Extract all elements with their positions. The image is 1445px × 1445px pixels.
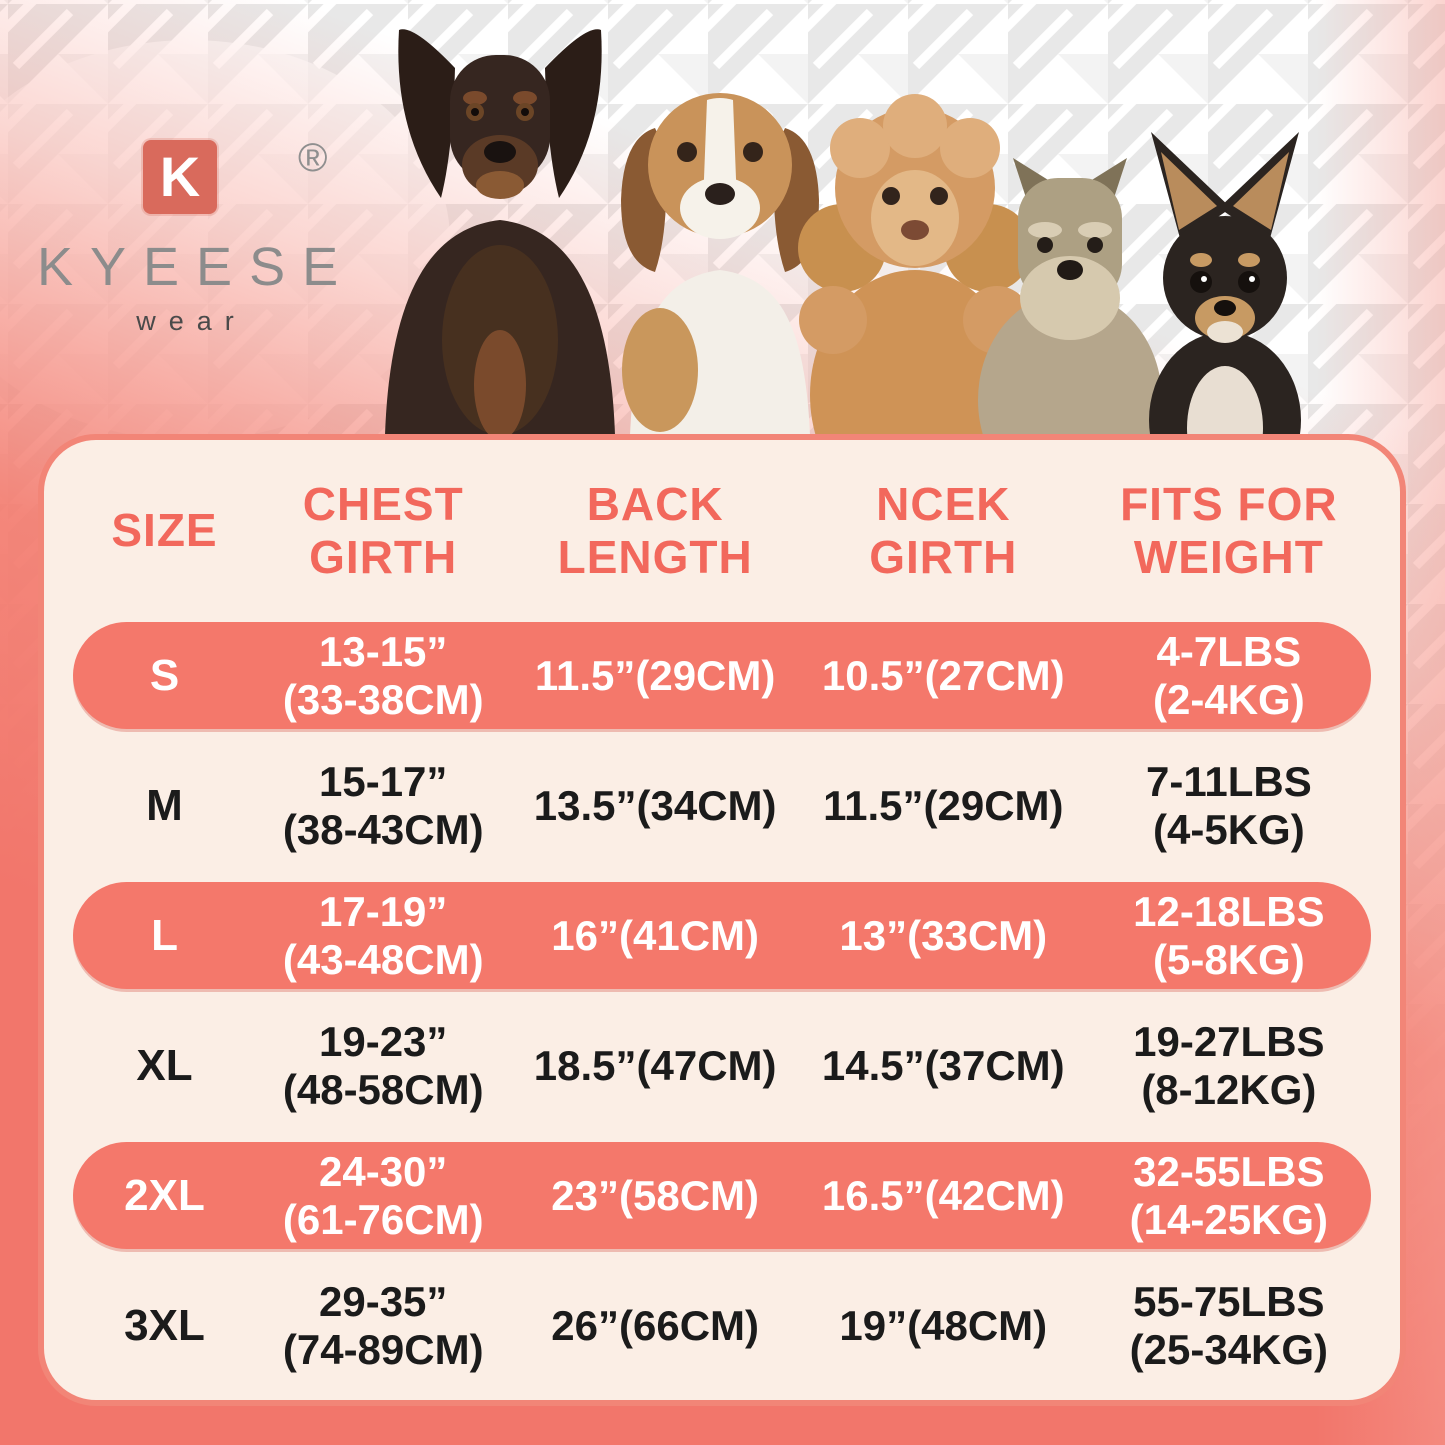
beagle-dog-icon bbox=[621, 93, 819, 435]
column-header-neck-girth: NCEK GIRTH bbox=[869, 477, 1018, 583]
column-header-chest-girth: CHEST GIRTH bbox=[302, 477, 464, 583]
column-header-size: SIZE bbox=[111, 504, 218, 557]
chest-girth-cell: 13-15” (33-38CM) bbox=[282, 628, 484, 723]
back-length-cell: 16”(41CM) bbox=[551, 911, 760, 959]
chest-girth-cell: 15-17” (38-43CM) bbox=[282, 758, 484, 853]
neck-girth-cell: 19”(48CM) bbox=[839, 1301, 1048, 1349]
chest-girth-cell: 17-19” (43-48CM) bbox=[282, 888, 484, 983]
weight-cell: 55-75LBS (25-34KG) bbox=[1129, 1278, 1329, 1373]
logo-k-mark-icon: K bbox=[143, 140, 217, 214]
weight-cell: 19-27LBS (8-12KG) bbox=[1133, 1018, 1325, 1113]
chest-girth-cell: 19-23” (48-58CM) bbox=[282, 1018, 484, 1113]
column-header-fits-for-weight: FITS FOR WEIGHT bbox=[1120, 477, 1338, 583]
size-cell: XL bbox=[136, 1040, 193, 1090]
size-cell: M bbox=[146, 780, 183, 830]
weight-cell: 32-55LBS (14-25KG) bbox=[1129, 1148, 1329, 1243]
column-header-back-length: BACK LENGTH bbox=[557, 477, 753, 583]
size-chart-table: SIZE CHEST GIRTH BACK LENGTH NCEK GIRTH … bbox=[73, 440, 1371, 1400]
size-cell: 2XL bbox=[124, 1170, 205, 1220]
size-cell: L bbox=[151, 910, 178, 960]
neck-girth-cell: 10.5”(27CM) bbox=[821, 651, 1065, 699]
back-length-cell: 26”(66CM) bbox=[551, 1301, 760, 1349]
registered-trademark-symbol: ® bbox=[298, 136, 328, 180]
chest-girth-cell: 24-30” (61-76CM) bbox=[282, 1148, 484, 1243]
chest-girth-cell: 29-35” (74-89CM) bbox=[282, 1278, 484, 1373]
size-chart-panel: SIZE CHEST GIRTH BACK LENGTH NCEK GIRTH … bbox=[38, 434, 1406, 1406]
neck-girth-cell: 13”(33CM) bbox=[839, 911, 1048, 959]
neck-girth-cell: 14.5”(37CM) bbox=[821, 1041, 1065, 1089]
size-cell: S bbox=[149, 650, 180, 700]
table-row-s: S 13-15” (33-38CM) 11.5”(29CM) 10.5”(27C… bbox=[73, 622, 1371, 729]
weight-cell: 4-7LBS (2-4KG) bbox=[1153, 628, 1305, 723]
brand-name: KYEESE bbox=[37, 237, 356, 297]
back-length-cell: 11.5”(29CM) bbox=[534, 651, 776, 699]
size-cell: 3XL bbox=[124, 1300, 205, 1350]
table-header-row: SIZE CHEST GIRTH BACK LENGTH NCEK GIRTH … bbox=[73, 440, 1371, 622]
doberman-dog-icon bbox=[385, 29, 615, 435]
weight-cell: 7-11LBS (4-5KG) bbox=[1145, 758, 1312, 853]
table-row-m: M 15-17” (38-43CM) 13.5”(34CM) 11.5”(29C… bbox=[73, 752, 1371, 859]
table-row-xl: XL 19-23” (48-58CM) 18.5”(47CM) 14.5”(37… bbox=[73, 1012, 1371, 1119]
back-length-cell: 13.5”(34CM) bbox=[533, 781, 777, 829]
table-row-2xl: 2XL 24-30” (61-76CM) 23”(58CM) 16.5”(42C… bbox=[73, 1142, 1371, 1249]
table-row-3xl: 3XL 29-35” (74-89CM) 26”(66CM) 19”(48CM)… bbox=[73, 1272, 1371, 1379]
neck-girth-cell: 16.5”(42CM) bbox=[821, 1171, 1065, 1219]
table-row-l: L 17-19” (43-48CM) 16”(41CM) 13”(33CM) 1… bbox=[73, 882, 1371, 989]
brand-tagline: wear bbox=[136, 306, 247, 336]
weight-cell: 12-18LBS (5-8KG) bbox=[1133, 888, 1325, 983]
hero-dogs-illustration bbox=[385, 29, 1301, 435]
chihuahua-dog-icon bbox=[1149, 132, 1301, 435]
back-length-cell: 23”(58CM) bbox=[551, 1171, 760, 1219]
back-length-cell: 18.5”(47CM) bbox=[533, 1041, 777, 1089]
neck-girth-cell: 11.5”(29CM) bbox=[823, 781, 1064, 829]
